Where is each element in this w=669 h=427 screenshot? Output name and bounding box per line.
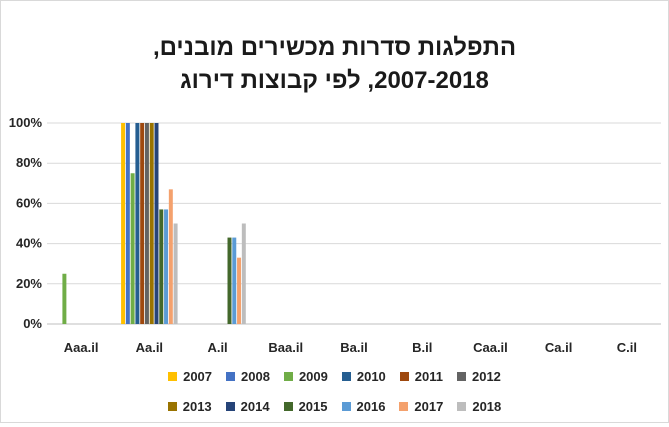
legend-swatch bbox=[226, 371, 236, 381]
legend-item: 2008 bbox=[226, 367, 270, 385]
legend-label: 2010 bbox=[356, 368, 386, 384]
x-tick-label: C.il bbox=[617, 340, 637, 355]
bar bbox=[140, 123, 145, 324]
bar bbox=[232, 237, 237, 324]
bar bbox=[130, 173, 135, 324]
legend-label: 2007 bbox=[183, 368, 213, 384]
legend-swatch bbox=[341, 371, 351, 381]
bar bbox=[237, 257, 242, 324]
legend-item: 2018 bbox=[457, 397, 501, 415]
y-tick-label: 0% bbox=[23, 316, 42, 331]
legend-swatch bbox=[283, 371, 293, 381]
bar bbox=[135, 123, 140, 324]
legend-swatch bbox=[167, 401, 177, 411]
bar bbox=[149, 123, 154, 324]
legend-row: 2007 2008 2009 2010 2011 2012 bbox=[1, 367, 668, 385]
legend-item: 2013 bbox=[167, 397, 212, 415]
bar bbox=[159, 209, 164, 324]
bar bbox=[154, 123, 159, 324]
legend-label: 2018 bbox=[472, 398, 502, 414]
chart-legend: 2007 2008 2009 2010 2011 2012 2013 2014 2015 2016… bbox=[1, 367, 668, 427]
x-tick-label: Ca.il bbox=[545, 340, 572, 355]
legend-swatch bbox=[399, 371, 409, 381]
y-tick-label: 80% bbox=[16, 155, 42, 170]
bar bbox=[164, 209, 169, 324]
legend-swatch bbox=[225, 401, 235, 411]
x-tick-label: Ba.il bbox=[340, 340, 367, 355]
bar bbox=[168, 189, 173, 324]
y-tick-label: 20% bbox=[16, 276, 42, 291]
legend-swatch bbox=[341, 401, 351, 411]
bar bbox=[62, 273, 67, 324]
legend-swatch bbox=[457, 401, 467, 411]
legend-label: 2016 bbox=[356, 398, 386, 414]
legend-item: 2011 bbox=[399, 367, 443, 385]
y-tick-label: 40% bbox=[16, 236, 42, 251]
chart-title: התפלגות סדרות מכשירים מובנים, 2007-2018,… bbox=[1, 31, 668, 97]
legend-label: 2009 bbox=[298, 368, 328, 384]
legend-label: 2014 bbox=[240, 398, 270, 414]
legend-swatch bbox=[399, 401, 409, 411]
x-tick-label: Caa.il bbox=[473, 340, 508, 355]
chart-title-line-1: התפלגות סדרות מכשירים מובנים, bbox=[152, 34, 517, 61]
y-tick-label: 100% bbox=[9, 115, 43, 130]
bar bbox=[125, 123, 130, 324]
y-tick-label: 60% bbox=[16, 195, 42, 210]
legend-swatch bbox=[168, 371, 178, 381]
legend-label: 2017 bbox=[414, 398, 444, 414]
legend-label: 2015 bbox=[298, 398, 328, 414]
bar bbox=[121, 123, 126, 324]
legend-swatch bbox=[456, 371, 466, 381]
bar bbox=[241, 223, 246, 324]
legend-item: 2016 bbox=[341, 397, 386, 415]
legend-item: 2010 bbox=[341, 367, 386, 385]
legend-label: 2008 bbox=[241, 368, 270, 384]
legend-item: 2017 bbox=[399, 397, 443, 415]
bar bbox=[227, 237, 232, 324]
legend-label: 2013 bbox=[182, 398, 212, 414]
x-tick-label: Baa.il bbox=[268, 340, 303, 355]
legend-row: 2013 2014 2015 2016 2017 2018 bbox=[1, 397, 668, 415]
x-tick-label: Aaa.il bbox=[64, 340, 99, 355]
legend-item: 2015 bbox=[283, 397, 328, 415]
x-tick-label: Aa.il bbox=[136, 340, 163, 355]
legend-label: 2011 bbox=[414, 368, 443, 384]
legend-swatch bbox=[283, 401, 293, 411]
chart-title-line-2: 2007-2018, לפי קבוצות דירוג bbox=[180, 67, 489, 94]
legend-item: 2012 bbox=[456, 367, 501, 385]
x-tick-label: B.il bbox=[412, 340, 432, 355]
legend-label: 2012 bbox=[471, 368, 501, 384]
bar bbox=[144, 123, 149, 324]
x-tick-label: A.il bbox=[207, 340, 227, 355]
legend-item: 2007 bbox=[168, 367, 212, 385]
bar bbox=[173, 223, 178, 324]
legend-item: 2009 bbox=[283, 367, 328, 385]
legend-item: 2014 bbox=[225, 397, 270, 415]
